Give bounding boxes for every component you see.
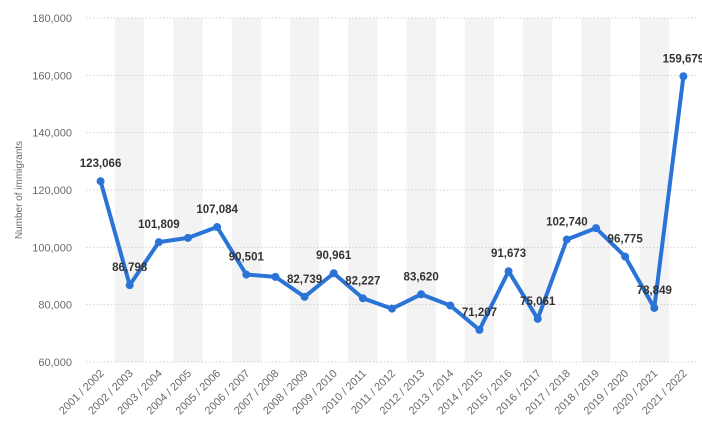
data-labels: 123,066 86,798 101,809 107,084 90,501 82,739 9… [80,53,702,319]
data-point [562,235,571,244]
y-tick-label: 160,000 [32,70,72,82]
data-label: 75,061 [520,296,556,308]
y-axis-title: Number of immigrants [14,141,25,239]
data-label: 78,849 [637,285,672,297]
data-point [358,294,367,303]
data-point [125,281,134,290]
data-label: 90,961 [316,250,352,262]
data-point [154,238,163,247]
data-point [242,270,251,279]
y-tick-label: 140,000 [32,128,72,140]
data-label: 107,084 [196,204,238,216]
data-label: 82,739 [287,274,322,286]
data-point [475,325,484,334]
gridlines [86,17,698,363]
column-band [581,18,611,362]
data-point [271,272,280,281]
data-label: 123,066 [80,158,122,170]
y-tick-label: 120,000 [32,185,72,197]
data-point [96,177,105,186]
data-point [533,314,542,323]
data-point [504,267,513,276]
data-label: 90,501 [229,252,265,264]
y-tick-label: 100,000 [32,242,72,254]
data-point [417,290,426,299]
data-points [96,72,688,334]
data-point [213,223,222,232]
data-label: 71,207 [462,307,497,319]
data-point [388,304,396,313]
y-tick-label: 60,000 [38,357,72,369]
data-label: 101,809 [138,219,180,231]
y-tick-label: 180,000 [32,13,72,25]
data-point [300,292,309,301]
data-point [446,301,455,310]
data-point [621,252,630,261]
data-label: 91,673 [491,248,526,260]
data-label: 159,679 [663,53,702,65]
y-axis-tick-labels: 60,000 80,000 100,000 120,000 140,000 160,000… [32,13,72,369]
column-band [231,18,261,362]
data-label: 82,227 [345,275,380,287]
data-label: 96,775 [608,234,644,246]
column-band [406,18,436,362]
data-label: 102,740 [546,216,588,228]
data-label: 86,798 [112,262,148,274]
data-point [592,224,600,233]
data-label: 83,620 [404,271,439,283]
y-tick-label: 80,000 [38,300,72,312]
data-point [329,269,338,278]
data-point [679,72,688,81]
data-point [650,303,659,312]
data-point [184,233,192,242]
